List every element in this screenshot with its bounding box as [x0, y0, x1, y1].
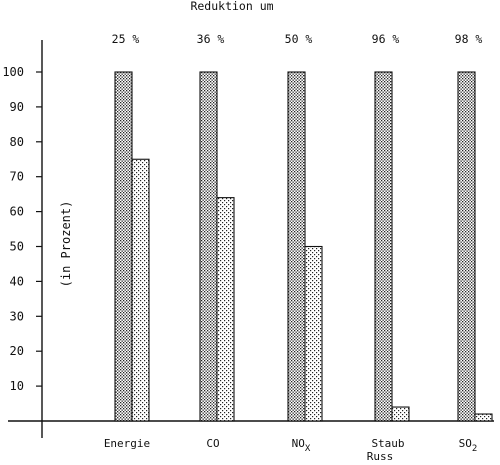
chart-title: Reduktion um [190, 0, 273, 13]
bar-after-co [216, 197, 235, 422]
category-label: Energie [104, 437, 150, 450]
axes [8, 40, 494, 438]
reduction-label: 50 % [285, 32, 313, 46]
y-axis-label: (in Prozent) [59, 201, 73, 288]
bar-before-energie [114, 71, 133, 422]
y-tick-label: 80 [10, 135, 24, 149]
bar-after-so2 [474, 413, 493, 422]
category-label: SO2 [459, 437, 478, 454]
category-label-line2: Russ [367, 450, 394, 463]
reduction-label: 25 % [112, 32, 140, 46]
y-tick-label: 90 [10, 100, 24, 114]
reduction-label: 36 % [197, 32, 225, 46]
bar-before-co [199, 71, 218, 422]
y-tick-label: 20 [10, 344, 24, 358]
y-tick-label: 60 [10, 205, 24, 219]
y-tick-label: 30 [10, 309, 24, 323]
bar-after-energie [131, 158, 150, 422]
y-tick-label: 50 [10, 240, 24, 254]
y-tick-label: 10 [10, 379, 24, 393]
y-tick-label: 40 [10, 274, 24, 288]
bars [114, 71, 493, 422]
y-tick-label: 70 [10, 170, 24, 184]
bar-before-so2 [457, 71, 476, 422]
reduction-label: 96 % [372, 32, 400, 46]
y-tick-label: 100 [2, 65, 24, 79]
category-label: NOX [292, 437, 311, 454]
y-axis-ticks: 10 20 30 40 50 60 70 80 90 100 [2, 65, 42, 393]
reduction-labels: 25 % 36 % 50 % 96 % 98 % [112, 32, 483, 46]
category-label: CO [206, 437, 219, 450]
bar-before-nox [287, 71, 306, 422]
category-label: Staub [371, 437, 404, 450]
bar-after-staub-russ [391, 406, 410, 422]
bar-before-staub-russ [374, 71, 393, 422]
bar-after-nox [304, 245, 323, 422]
reduction-label: 98 % [455, 32, 483, 46]
